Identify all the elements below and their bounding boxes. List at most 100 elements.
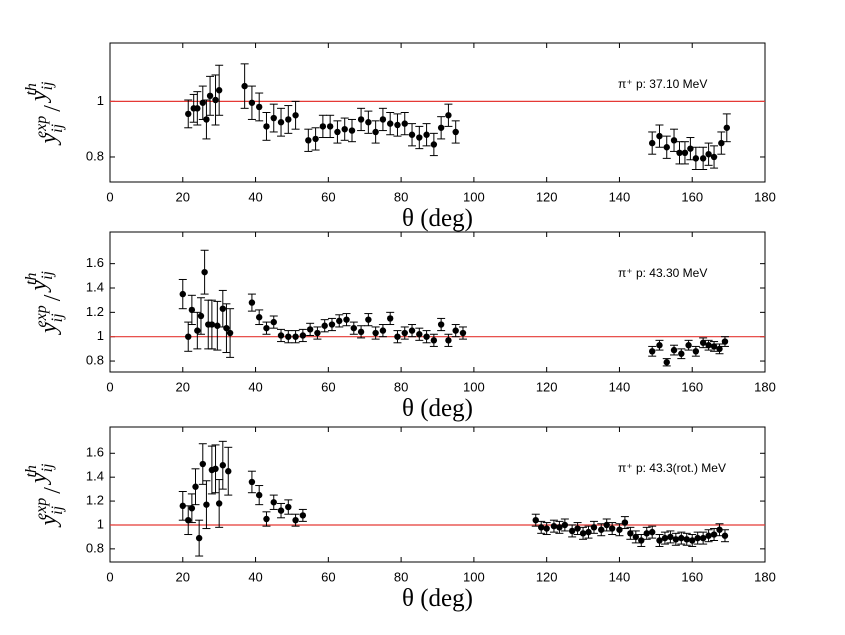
data-point: [705, 342, 712, 349]
data-point: [459, 329, 467, 337]
data-point: [306, 326, 314, 333]
data-point: [710, 343, 718, 350]
plot-frame: [109, 42, 766, 183]
y-axis-label-part: /: [40, 294, 66, 301]
data-point: [648, 139, 656, 147]
data-point: [692, 348, 700, 355]
data-point: [643, 530, 650, 537]
data-point: [718, 139, 725, 147]
data-point: [608, 525, 616, 532]
data-point: [678, 534, 685, 542]
data-point: [357, 328, 365, 336]
data-point: [179, 290, 186, 298]
x-axis-label: θ (deg): [402, 585, 473, 612]
data-point: [277, 119, 285, 126]
data-point: [214, 322, 221, 329]
x-tick-label: 140: [609, 379, 631, 394]
data-point: [299, 512, 307, 519]
data-point: [663, 144, 670, 151]
x-tick-label: 40: [248, 189, 262, 204]
data-point: [292, 516, 299, 524]
data-point: [219, 305, 227, 312]
data-point: [430, 337, 438, 344]
data-point: [219, 462, 227, 469]
data-point: [632, 533, 640, 541]
data-point: [452, 327, 459, 334]
x-tick-label: 180: [754, 569, 776, 584]
data-point: [263, 515, 270, 523]
y-axis-label-part: th: [23, 465, 40, 477]
data-point: [416, 134, 423, 141]
y-axis-label-part: th: [23, 83, 40, 95]
data-point: [408, 327, 416, 334]
data-point: [350, 324, 358, 332]
data-point: [299, 332, 307, 339]
data-point: [716, 526, 723, 533]
y-axis-label-part: y: [26, 472, 52, 485]
data-point: [185, 110, 192, 118]
data-point: [638, 537, 645, 544]
data-point: [416, 331, 423, 338]
data-point: [694, 534, 701, 542]
data-point: [721, 532, 729, 539]
y-tick-label: 1: [97, 516, 104, 531]
x-tick-label: 100: [463, 379, 485, 394]
y-tick-label: 1.6: [86, 255, 104, 270]
data-point: [379, 327, 387, 334]
data-point: [255, 103, 263, 111]
data-point: [579, 530, 587, 537]
y-tick-label: 0.8: [86, 352, 104, 367]
data-point: [212, 465, 219, 473]
data-point: [667, 533, 674, 541]
x-tick-label: 80: [394, 379, 408, 394]
y-tick-label: 1.4: [86, 279, 104, 294]
data-point: [430, 141, 438, 148]
data-point: [568, 527, 576, 535]
data-point: [598, 526, 605, 533]
data-point: [326, 123, 334, 130]
y-axis-label-part: y: [36, 514, 62, 527]
data-point: [648, 348, 656, 355]
data-point: [212, 96, 219, 104]
y-axis-label-part: ij: [49, 123, 66, 132]
data-point: [705, 151, 712, 158]
data-point: [672, 536, 680, 543]
x-tick-label: 140: [609, 189, 631, 204]
data-point: [248, 99, 256, 106]
y-axis-label-part: ij: [49, 505, 66, 514]
x-tick-label: 180: [754, 379, 776, 394]
data-point: [386, 315, 394, 322]
x-tick-label: 80: [394, 189, 408, 204]
data-point: [348, 127, 356, 134]
data-point: [556, 524, 563, 531]
data-point: [255, 491, 263, 499]
data-point: [585, 528, 592, 536]
data-point: [334, 128, 341, 136]
data-point: [203, 116, 210, 123]
x-axis-label: θ (deg): [402, 395, 473, 422]
data-point: [689, 537, 696, 544]
data-point: [445, 112, 452, 119]
data-point: [394, 333, 401, 340]
data-point: [206, 92, 214, 100]
data-point: [215, 87, 223, 94]
data-point: [401, 329, 408, 337]
data-point: [676, 149, 683, 157]
x-tick-label: 20: [176, 189, 190, 204]
data-point: [699, 339, 707, 346]
y-axis-label-part: ij: [49, 313, 66, 322]
y-axis-label-part: th: [23, 273, 40, 285]
y-axis-label-part: ij: [39, 270, 56, 279]
y-axis-label-part: ij: [39, 463, 56, 472]
data-point: [710, 153, 718, 161]
data-point: [663, 359, 670, 366]
data-point: [336, 317, 343, 325]
y-tick-label: 1: [97, 328, 104, 343]
x-tick-label: 120: [536, 189, 558, 204]
data-point: [285, 116, 292, 123]
data-point: [423, 333, 430, 340]
x-tick-label: 100: [463, 189, 485, 204]
annotation: π⁺ p: 37.10 MeV: [618, 77, 707, 91]
y-tick-label: 1.4: [86, 469, 104, 484]
